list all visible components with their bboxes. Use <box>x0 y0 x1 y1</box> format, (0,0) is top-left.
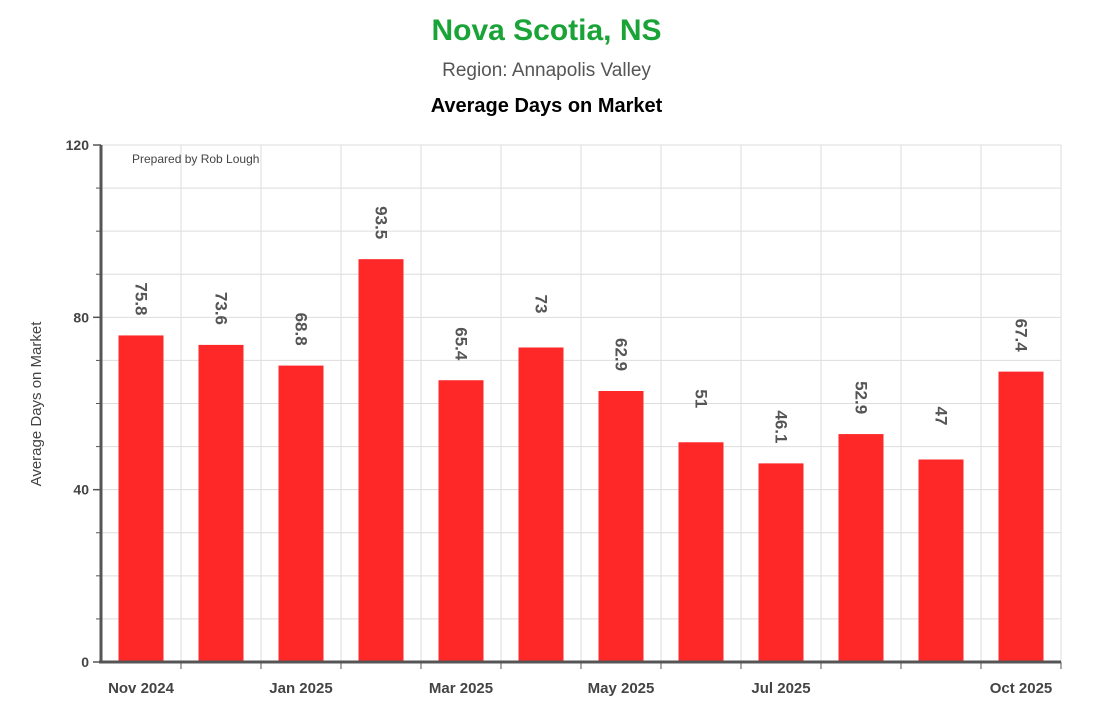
grid <box>101 144 1062 662</box>
bar <box>198 344 244 662</box>
x-tick-label: Nov 2024 <box>108 680 175 697</box>
y-tick-label: 40 <box>73 482 89 498</box>
data-label: 68.8 <box>292 313 311 346</box>
y-tick-label: 80 <box>73 309 89 325</box>
data-label: 62.9 <box>612 338 631 371</box>
bar <box>998 371 1044 662</box>
bar <box>358 259 404 662</box>
bar <box>678 442 724 662</box>
data-label: 67.4 <box>1012 319 1031 353</box>
data-label: 65.4 <box>452 327 471 361</box>
bar <box>518 347 564 662</box>
data-label: 51 <box>692 389 711 408</box>
data-label: 73 <box>532 294 551 313</box>
page-title: Nova Scotia, NS <box>431 14 662 47</box>
region-subtitle: Region: Annapolis Valley <box>442 60 651 81</box>
bar <box>278 365 324 662</box>
bar <box>438 380 484 662</box>
data-label: 47 <box>932 407 951 426</box>
credit-text: Prepared by Rob Lough <box>132 152 259 166</box>
bar <box>598 391 644 662</box>
x-tick-label: Jul 2025 <box>751 680 810 697</box>
data-label: 75.8 <box>132 282 151 315</box>
x-tick-label: May 2025 <box>588 680 655 697</box>
y-tick-label: 0 <box>81 654 89 670</box>
y-tick-label: 120 <box>66 137 90 153</box>
data-label: 93.5 <box>372 206 391 239</box>
x-tick-label: Jan 2025 <box>269 680 332 697</box>
bars: 75.8 73.6 68.8 93.5 65.4 73 62.9 51 46.1 52.9 47 67… <box>118 206 1044 662</box>
y-axis-title: Average Days on Market <box>28 321 45 487</box>
data-label: 73.6 <box>212 292 231 325</box>
bar <box>758 463 804 662</box>
bar <box>118 335 164 662</box>
axes: 0 40 80 120 Nov 2024 Jan 2025 Mar 2025 May 2025… <box>66 137 1062 697</box>
data-label: 52.9 <box>852 381 871 414</box>
chart-title: Average Days on Market <box>430 95 663 117</box>
x-tick-label: Mar 2025 <box>429 680 493 697</box>
data-label: 46.1 <box>772 410 791 443</box>
x-tick-label: Oct 2025 <box>990 680 1053 697</box>
bar <box>838 434 884 662</box>
bar <box>918 459 964 662</box>
